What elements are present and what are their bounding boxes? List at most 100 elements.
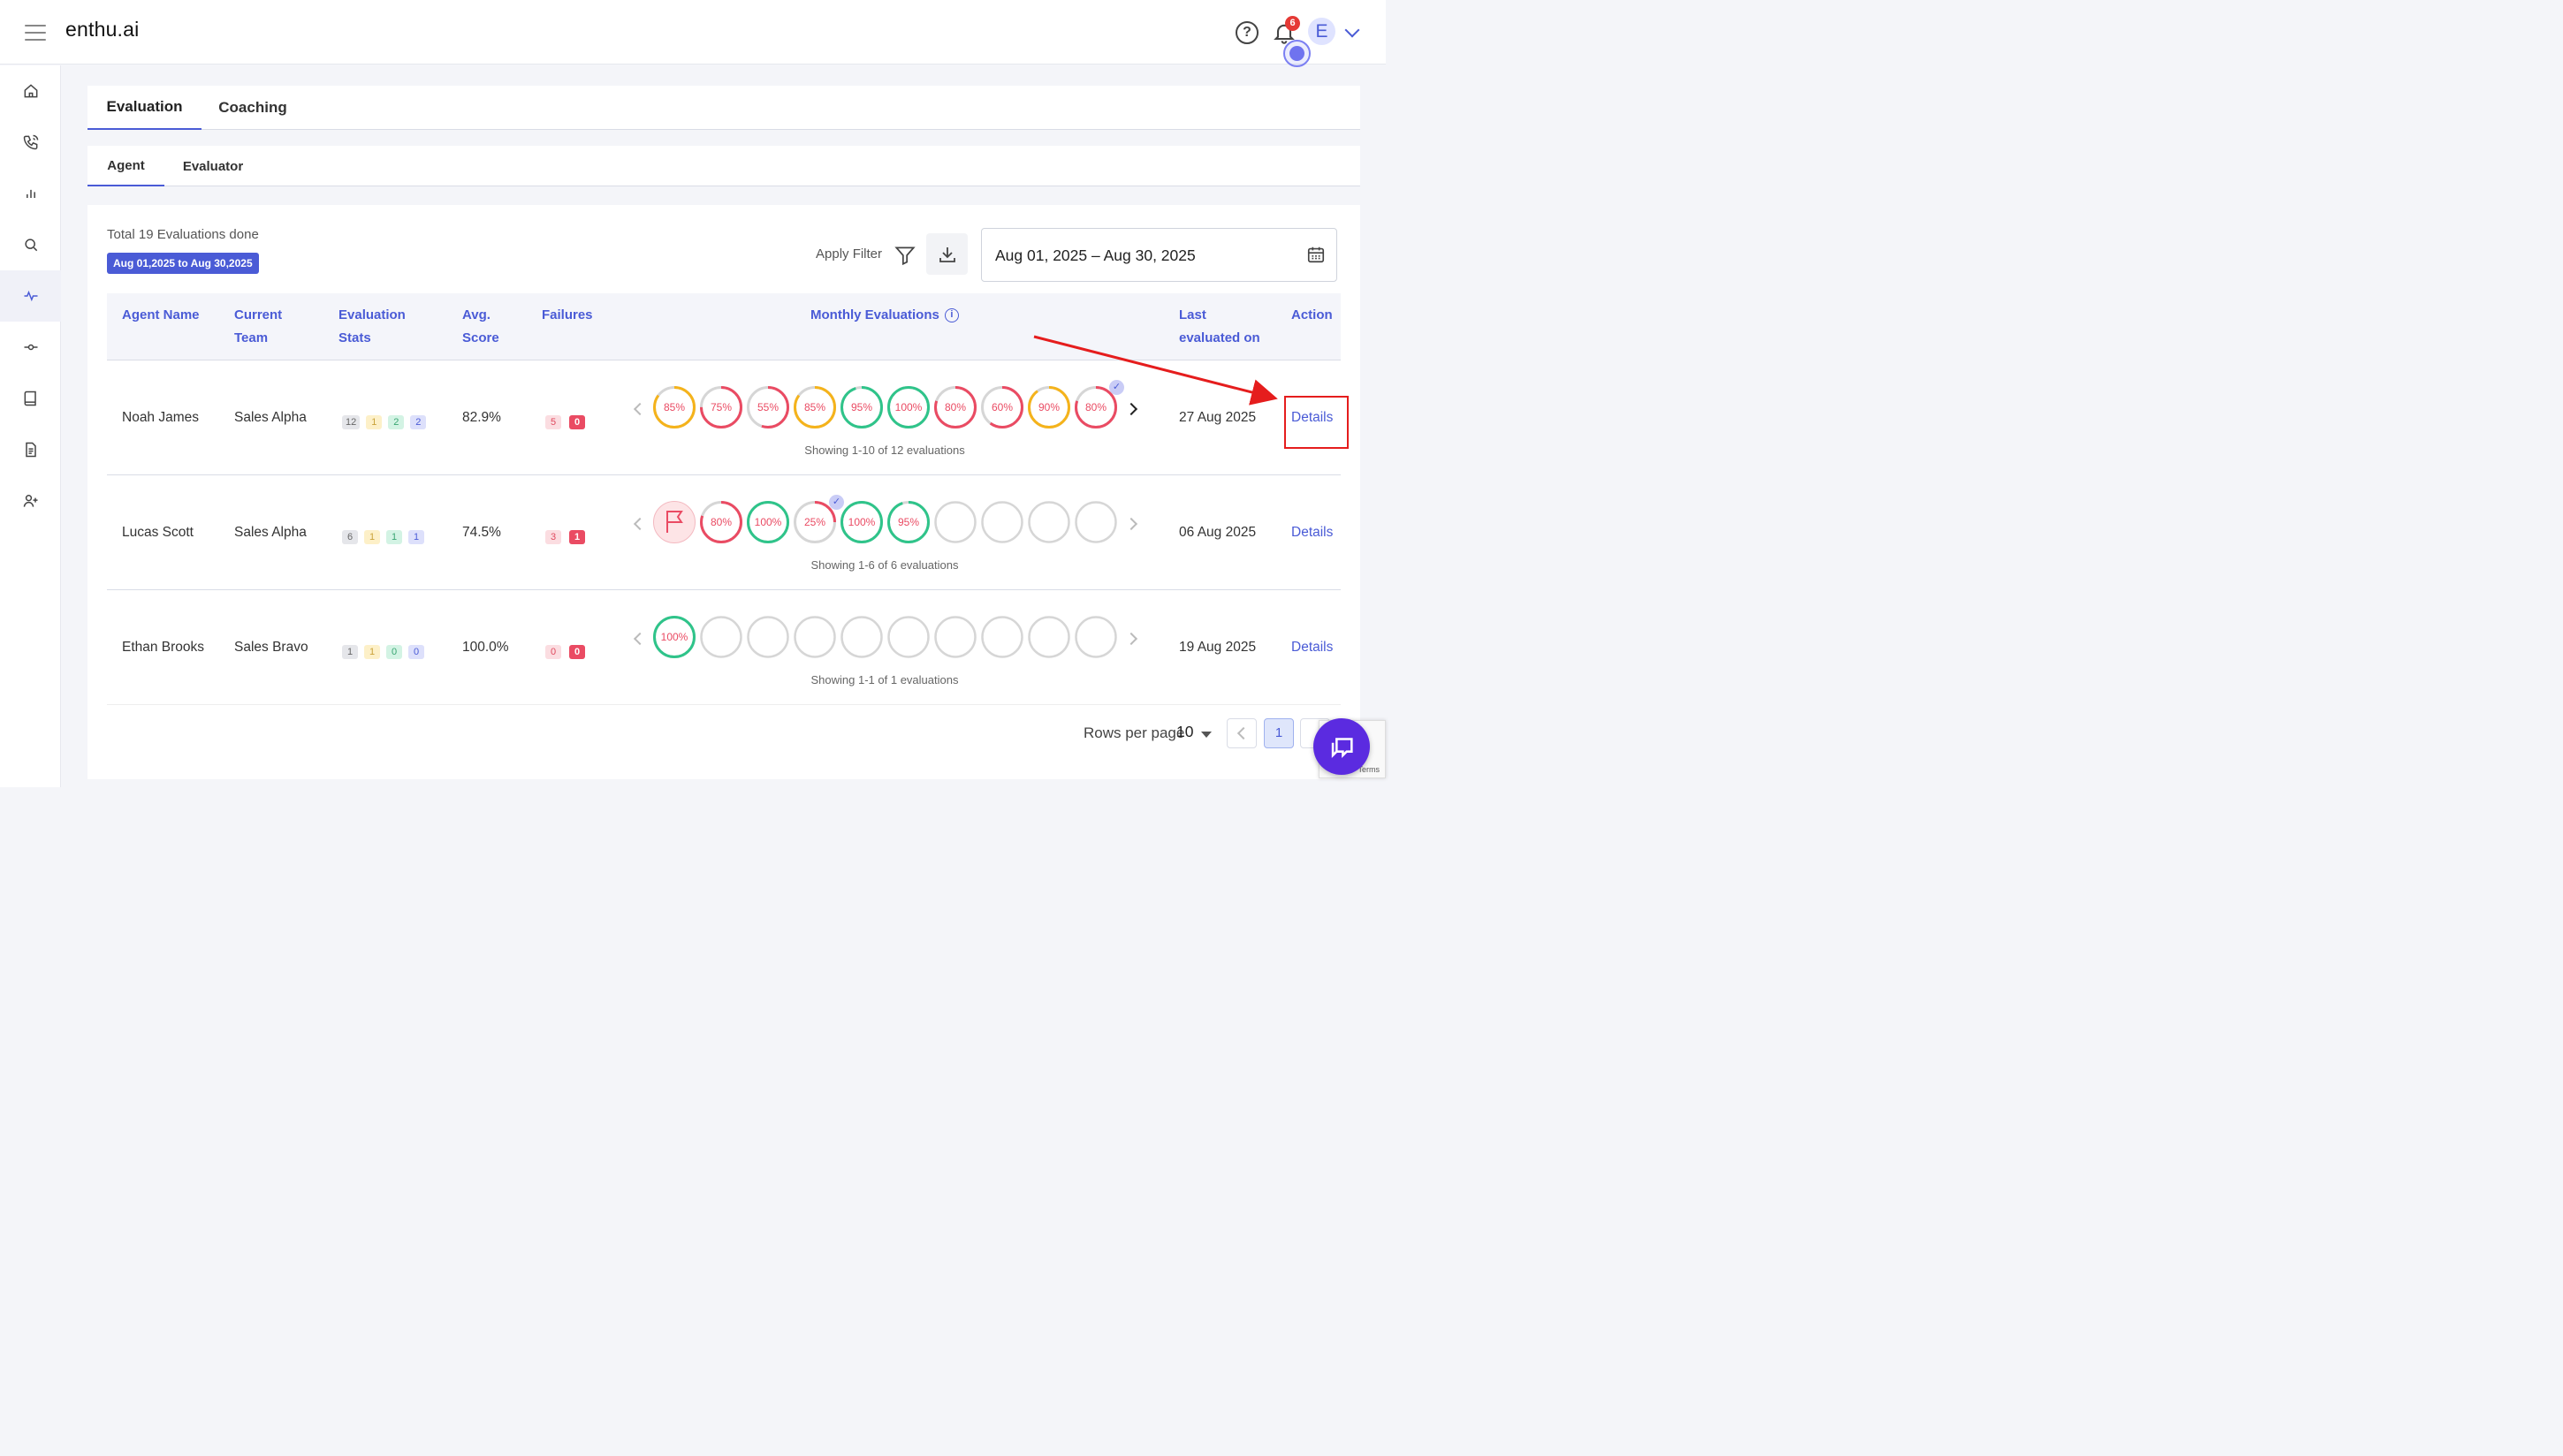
date-range-picker[interactable]: Aug 01, 2025 – Aug 30, 2025 [981, 228, 1337, 282]
chevron-left-icon[interactable] [633, 517, 647, 531]
help-icon[interactable]: ? [1236, 21, 1259, 44]
rows-per-page-label: Rows per page [1084, 724, 1185, 741]
avg-score: 100.0% [462, 640, 509, 655]
recaptcha-terms[interactable]: Terms [1358, 765, 1380, 774]
rows-per-page-select[interactable]: 10 [1176, 723, 1194, 740]
sidebar-item-home[interactable] [0, 65, 61, 117]
download-icon [939, 246, 955, 262]
header-current-team[interactable]: Current Team [234, 304, 282, 350]
evaluation-score-ring[interactable] [699, 385, 743, 429]
evaluation-score-ring[interactable] [933, 385, 977, 429]
calendar-icon[interactable] [1306, 245, 1326, 264]
current-team: Sales Bravo [234, 640, 308, 655]
home-icon [24, 84, 37, 98]
activity-icon [24, 290, 37, 302]
sidebar-item-calls[interactable] [0, 117, 61, 168]
header-avg-line1: Avg. [462, 307, 491, 322]
bar-chart-icon [26, 189, 35, 198]
showing-count: Showing 1-10 of 12 evaluations [804, 444, 965, 457]
check-icon: ✓ [829, 495, 844, 510]
filter-icon[interactable] [894, 244, 916, 267]
evaluation-score-ring[interactable] [840, 385, 884, 429]
download-button[interactable] [926, 233, 968, 275]
empty-evaluation-ring [1028, 616, 1070, 658]
brand-logo: enthu.ai [65, 18, 140, 41]
header-monthly-evaluations[interactable]: Monthly Evaluations i [810, 304, 959, 327]
sidebar-item-workflow[interactable] [0, 322, 61, 373]
tab-evaluation[interactable]: Evaluation [87, 86, 202, 130]
evaluation-score-ring[interactable] [652, 385, 696, 429]
stat-chip: 1 [366, 415, 383, 429]
chat-button[interactable] [1313, 718, 1370, 775]
details-link[interactable]: Details [1291, 525, 1334, 540]
details-link[interactable]: Details [1291, 640, 1334, 655]
chevron-left-icon[interactable] [633, 632, 647, 646]
tab-evaluator[interactable]: Evaluator [182, 158, 244, 174]
sidebar [0, 65, 61, 787]
sidebar-item-add-user[interactable] [0, 475, 61, 527]
empty-evaluation-ring [794, 616, 836, 658]
header-current-team-line1: Current [234, 307, 283, 322]
stat-chip: 1 [364, 645, 380, 659]
tab-agent[interactable]: Agent [87, 146, 164, 186]
stat-chip: 6 [342, 530, 358, 544]
failures: 0 0 [545, 645, 585, 659]
table-footer: Rows per page 10 1 [107, 704, 1341, 757]
sidebar-item-search[interactable] [0, 219, 61, 270]
evaluation-score-ring[interactable] [980, 385, 1024, 429]
monthly-evaluations: 80% 100% 25% 100% 95% [652, 500, 1129, 544]
avatar[interactable]: E [1308, 18, 1335, 45]
page-1-button[interactable]: 1 [1264, 718, 1294, 748]
evaluation-score-ring[interactable] [793, 385, 837, 429]
evaluation-score: 85% [803, 401, 826, 413]
sidebar-item-documents[interactable] [0, 424, 61, 475]
table-row: Noah James Sales Alpha 12 1 2 2 82.9% 5 0 85% 75… [107, 360, 1341, 475]
top-bar: enthu.ai ? 6 E [0, 0, 1386, 64]
evaluations-card: Total 19 Evaluations done Aug 01,2025 to… [87, 205, 1360, 779]
hamburger-menu-icon[interactable] [25, 25, 46, 41]
last-evaluated: 06 Aug 2025 [1179, 525, 1257, 540]
evaluation-score-ring[interactable] [886, 385, 931, 429]
prev-page-button[interactable] [1227, 718, 1257, 748]
header-avg-score[interactable]: Avg. Score [462, 304, 499, 350]
evaluation-score: 80% [1084, 401, 1107, 413]
empty-evaluation-ring [1028, 501, 1070, 543]
evaluation-score-ring[interactable] [652, 615, 696, 659]
tab-coaching[interactable]: Coaching [218, 99, 287, 116]
chevron-left-icon[interactable] [633, 402, 647, 416]
header-last-evaluated[interactable]: Last evaluated on [1179, 304, 1260, 350]
header-evaluation-stats[interactable]: Evaluation Stats [338, 304, 406, 350]
evaluation-score: 100% [660, 631, 688, 643]
flagged-evaluation[interactable] [652, 500, 696, 544]
showing-count: Showing 1-6 of 6 evaluations [810, 558, 959, 572]
header-agent-name[interactable]: Agent Name [122, 307, 200, 322]
caret-down-icon[interactable] [1201, 732, 1212, 738]
evaluation-score-ring[interactable] [699, 500, 743, 544]
sidebar-item-reports[interactable] [0, 168, 61, 219]
empty-evaluation-ring [1075, 616, 1117, 658]
table-header: Agent Name Current Team Evaluation Stats… [107, 293, 1341, 360]
details-link[interactable]: Details [1291, 410, 1334, 425]
current-team: Sales Alpha [234, 525, 307, 540]
critical-failure-chip: 0 [569, 415, 585, 429]
agent-name: Ethan Brooks [122, 640, 205, 655]
empty-evaluation-ring [981, 501, 1023, 543]
header-last-line1: Last [1179, 307, 1206, 322]
evaluation-score-ring[interactable] [746, 385, 790, 429]
header-failures[interactable]: Failures [542, 307, 593, 322]
sidebar-item-evaluation[interactable] [0, 270, 61, 322]
evaluation-score-ring[interactable] [746, 500, 790, 544]
date-range-chip: Aug 01,2025 to Aug 30,2025 [107, 253, 259, 274]
stat-chip: 0 [386, 645, 402, 659]
apply-filter-label[interactable]: Apply Filter [816, 246, 883, 262]
info-icon[interactable]: i [944, 308, 959, 323]
evaluation-score-ring[interactable] [793, 500, 837, 544]
evaluation-score-ring[interactable] [886, 500, 931, 544]
empty-evaluation-ring [700, 616, 742, 658]
failure-chip: 5 [545, 415, 561, 429]
chevron-down-icon[interactable] [1344, 22, 1360, 38]
sidebar-item-library[interactable] [0, 373, 61, 424]
evaluation-score-ring[interactable] [840, 500, 884, 544]
stat-chip: 1 [342, 645, 358, 659]
